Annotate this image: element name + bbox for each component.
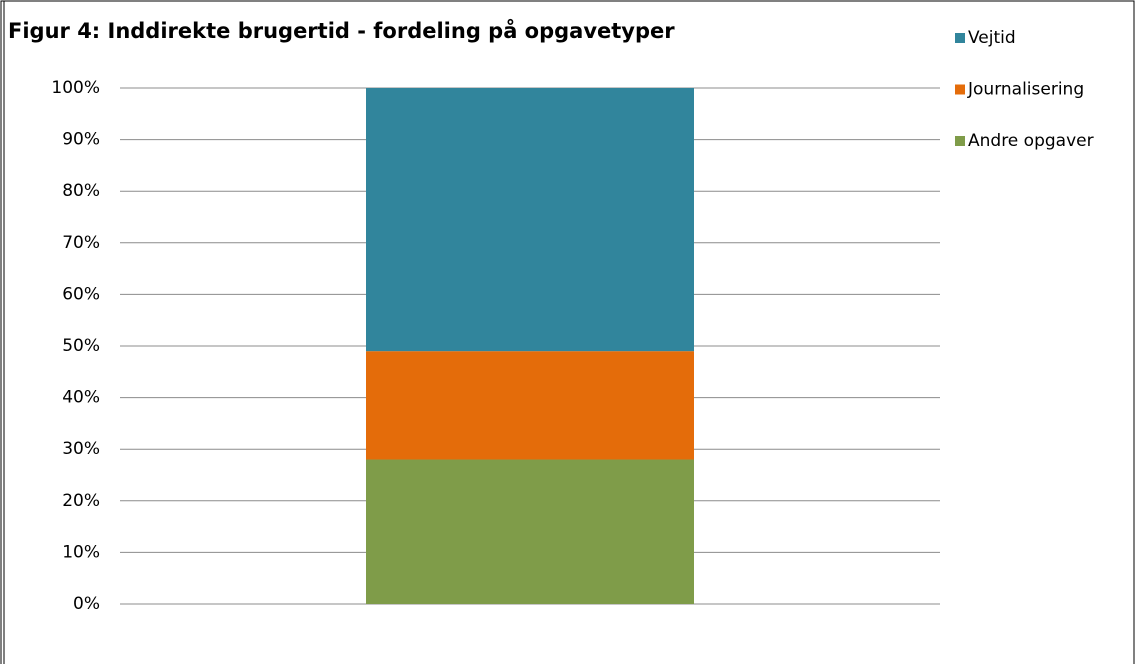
legend-label: Andre opgaver bbox=[968, 131, 1094, 151]
legend-label: Vejtid bbox=[968, 28, 1016, 48]
y-tick-label: 40% bbox=[62, 388, 100, 408]
chart-title: Figur 4: Inddirekte brugertid - fordelin… bbox=[8, 18, 675, 43]
y-tick-label: 50% bbox=[62, 336, 100, 356]
legend-swatch bbox=[955, 136, 965, 146]
bar-segment bbox=[366, 88, 694, 352]
y-tick-label: 90% bbox=[62, 130, 100, 150]
bar-segment bbox=[366, 351, 694, 460]
legend-swatch bbox=[955, 33, 965, 43]
y-tick-label: 20% bbox=[62, 491, 100, 511]
y-tick-label: 0% bbox=[73, 594, 100, 614]
legend-swatch bbox=[955, 84, 965, 95]
y-tick-label: 100% bbox=[51, 78, 100, 98]
y-tick-label: 60% bbox=[62, 284, 100, 304]
y-tick-label: 10% bbox=[62, 542, 100, 562]
y-tick-label: 70% bbox=[62, 233, 100, 253]
y-tick-label: 30% bbox=[62, 439, 100, 459]
y-tick-label: 80% bbox=[62, 181, 100, 201]
bar-segment bbox=[366, 459, 694, 604]
legend-label: Journalisering bbox=[967, 80, 1084, 100]
